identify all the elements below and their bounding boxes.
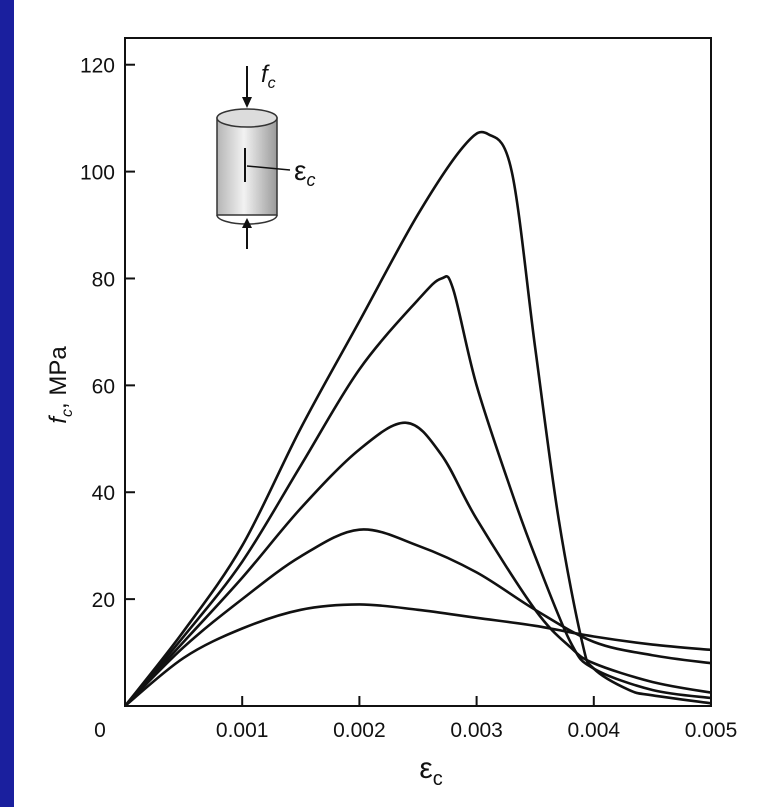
origin-label: 0 [94,719,106,742]
force-label: fc [261,61,276,92]
axes [124,37,712,707]
stress-strain-chart: 0.001 0.002 0.003 0.004 0.00520406080100120 … [45,37,737,790]
gauge-leader [246,165,291,171]
x-tick-label: 0.003 [450,719,503,742]
top-arrow-head [242,97,252,108]
y-tick-label: 20 [92,589,115,612]
y-tick-label: 80 [92,268,115,291]
series-line-3 [124,421,712,707]
cylinder-top [216,108,278,128]
series-line-4 [124,275,712,707]
y-axis-label-sub: c [59,409,76,417]
series-lines [123,130,712,708]
y-tick-label: 100 [80,162,115,185]
x-axis-label-sub: c [433,768,443,790]
bottom-arrow-head [242,218,252,228]
specimen-inset: fc εc [216,61,315,249]
y-axis-label: fc, MPa [45,346,76,424]
plot-frame [124,37,712,707]
y-axis-label-unit: , MPa [45,346,72,409]
x-tick-label: 0.005 [685,719,738,742]
series-line-5 [123,130,712,707]
x-axis-label: εc [419,752,442,790]
y-axis-label-main: f [45,415,72,424]
x-tick-label: 0.002 [333,719,386,742]
series-line-1 [124,603,712,708]
series-line-2 [124,528,712,707]
y-tick-label: 40 [92,482,115,505]
y-tick-label: 120 [80,55,115,78]
ticks: 0.001 0.002 0.003 0.004 0.005 20 40 60 80 100 120 [80,55,737,742]
strain-label: εc [294,155,315,190]
figure-paper: 0.001 0.002 0.003 0.004 0.005 20 40 60 80 100 120 … [14,0,783,807]
x-axis-label-main: ε [419,752,432,785]
y-tick-label: 60 [92,375,115,398]
x-tick-label: 0.004 [568,719,621,742]
x-tick-label: 0.001 [216,719,269,742]
